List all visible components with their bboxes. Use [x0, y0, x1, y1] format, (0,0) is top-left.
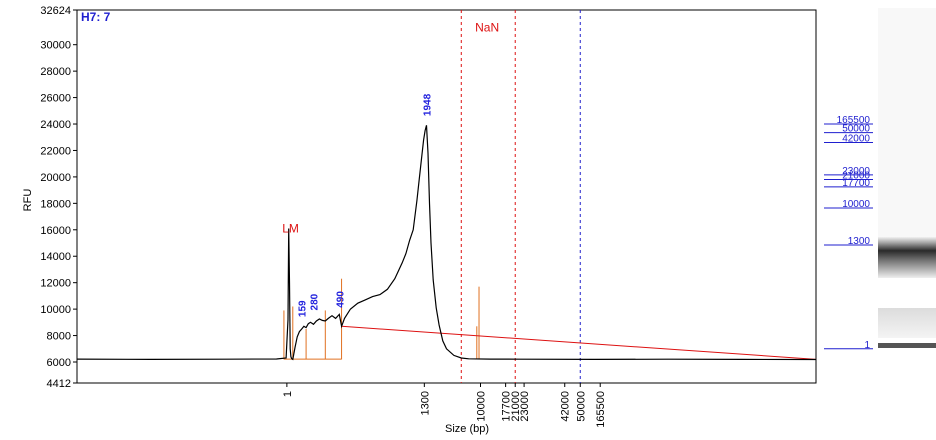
peak-label: NaN	[475, 20, 499, 34]
peak-label: 280	[309, 293, 320, 310]
y-tick-label: 10000	[40, 304, 71, 316]
y-tick-label: 14000	[40, 251, 71, 263]
gel-lane-image	[878, 0, 936, 440]
ladder-label: 165500	[837, 115, 871, 126]
y-tick-label: 6000	[47, 357, 71, 369]
y-axis: 32624 30000 28000 26000 24000 22000 20000 18000…	[40, 5, 77, 390]
x-tick-label: 10000	[475, 391, 487, 422]
peak-label: LM	[282, 221, 299, 235]
x-axis-label: Size (bp)	[445, 423, 489, 435]
x-tick-label: 17700	[501, 391, 513, 422]
baseline-line	[341, 325, 817, 360]
ladder-label: 50000	[842, 124, 870, 135]
y-tick-label: 18000	[40, 198, 71, 210]
plot-area	[76, 9, 817, 384]
y-tick-label: 8000	[47, 331, 71, 343]
y-tick-label: 30000	[40, 40, 71, 52]
y-tick-label: 12000	[40, 278, 71, 290]
series-trace	[76, 125, 817, 361]
series-line	[76, 125, 817, 361]
peak-labels: LM 159 280 490 1948 NaN	[282, 20, 499, 317]
peak-bars	[283, 278, 480, 360]
plot-frame	[76, 9, 817, 384]
ladder-label: 21000	[842, 171, 870, 182]
y-tick-label: 20000	[40, 172, 71, 184]
peak-label: 159	[298, 300, 309, 317]
x-tick-label: 1300	[419, 391, 431, 415]
ladder-label: 23000	[842, 166, 870, 177]
x-tick-label: 1	[282, 391, 294, 397]
y-tick-label: 26000	[40, 93, 71, 105]
ladder-label: 1300	[848, 236, 871, 247]
y-tick-label: 24000	[40, 119, 71, 131]
ladder-label: 1	[864, 340, 870, 351]
baseline-fit	[341, 325, 817, 360]
ladder-label: 42000	[842, 134, 870, 145]
y-tick-label: 22000	[40, 145, 71, 157]
ladder-label: 10000	[842, 199, 870, 210]
x-tick-label: 50000	[575, 391, 587, 422]
y-axis-label: RFU	[22, 189, 34, 212]
ladder-label: 17700	[842, 178, 870, 189]
x-tick-label: 21000	[510, 391, 522, 422]
x-tick-label: 165500	[595, 391, 607, 428]
y-tick-label: 28000	[40, 66, 71, 78]
marker-lines	[460, 10, 581, 383]
peak-label: 1948	[423, 93, 434, 116]
y-tick-label: 16000	[40, 225, 71, 237]
panel-id: H7: 7	[81, 10, 111, 24]
y-tick-label: 4412	[47, 378, 71, 390]
y-tick-label: 32624	[40, 5, 71, 17]
x-tick-label: 23000	[519, 391, 531, 422]
x-tick-label: 42000	[560, 391, 572, 422]
peak-label: 490	[335, 291, 346, 308]
